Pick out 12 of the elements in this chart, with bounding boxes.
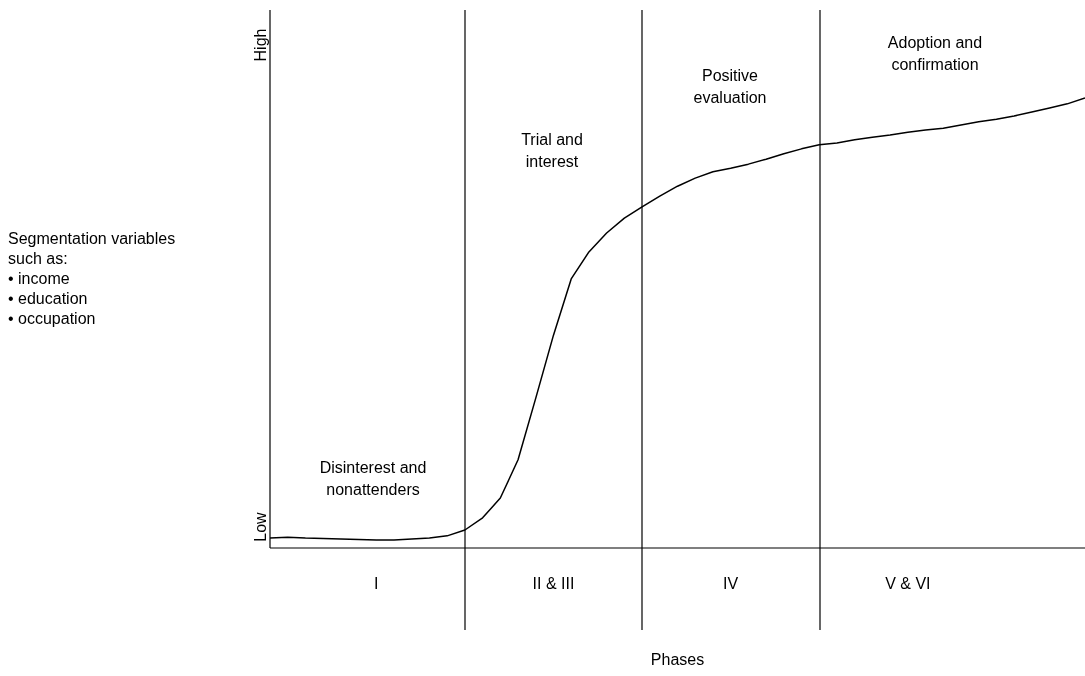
x-tick-label: II & III xyxy=(532,575,575,593)
x-tick-label: V & VI xyxy=(885,575,931,593)
x-tick-label: I xyxy=(374,575,379,593)
x-axis-title: Phases xyxy=(650,651,705,668)
text: Low xyxy=(252,511,270,542)
text: High xyxy=(252,28,270,62)
annotation: Disinterest and nonattenders xyxy=(319,459,427,499)
annotation: Trial and interest xyxy=(521,131,583,171)
x-tick-label: IV xyxy=(723,575,739,593)
annotation: Positive evaluation xyxy=(693,67,767,107)
text: Adoption and confirmation xyxy=(887,34,983,74)
text: Segmentation variables such as: • income • education • occupation xyxy=(8,230,176,328)
